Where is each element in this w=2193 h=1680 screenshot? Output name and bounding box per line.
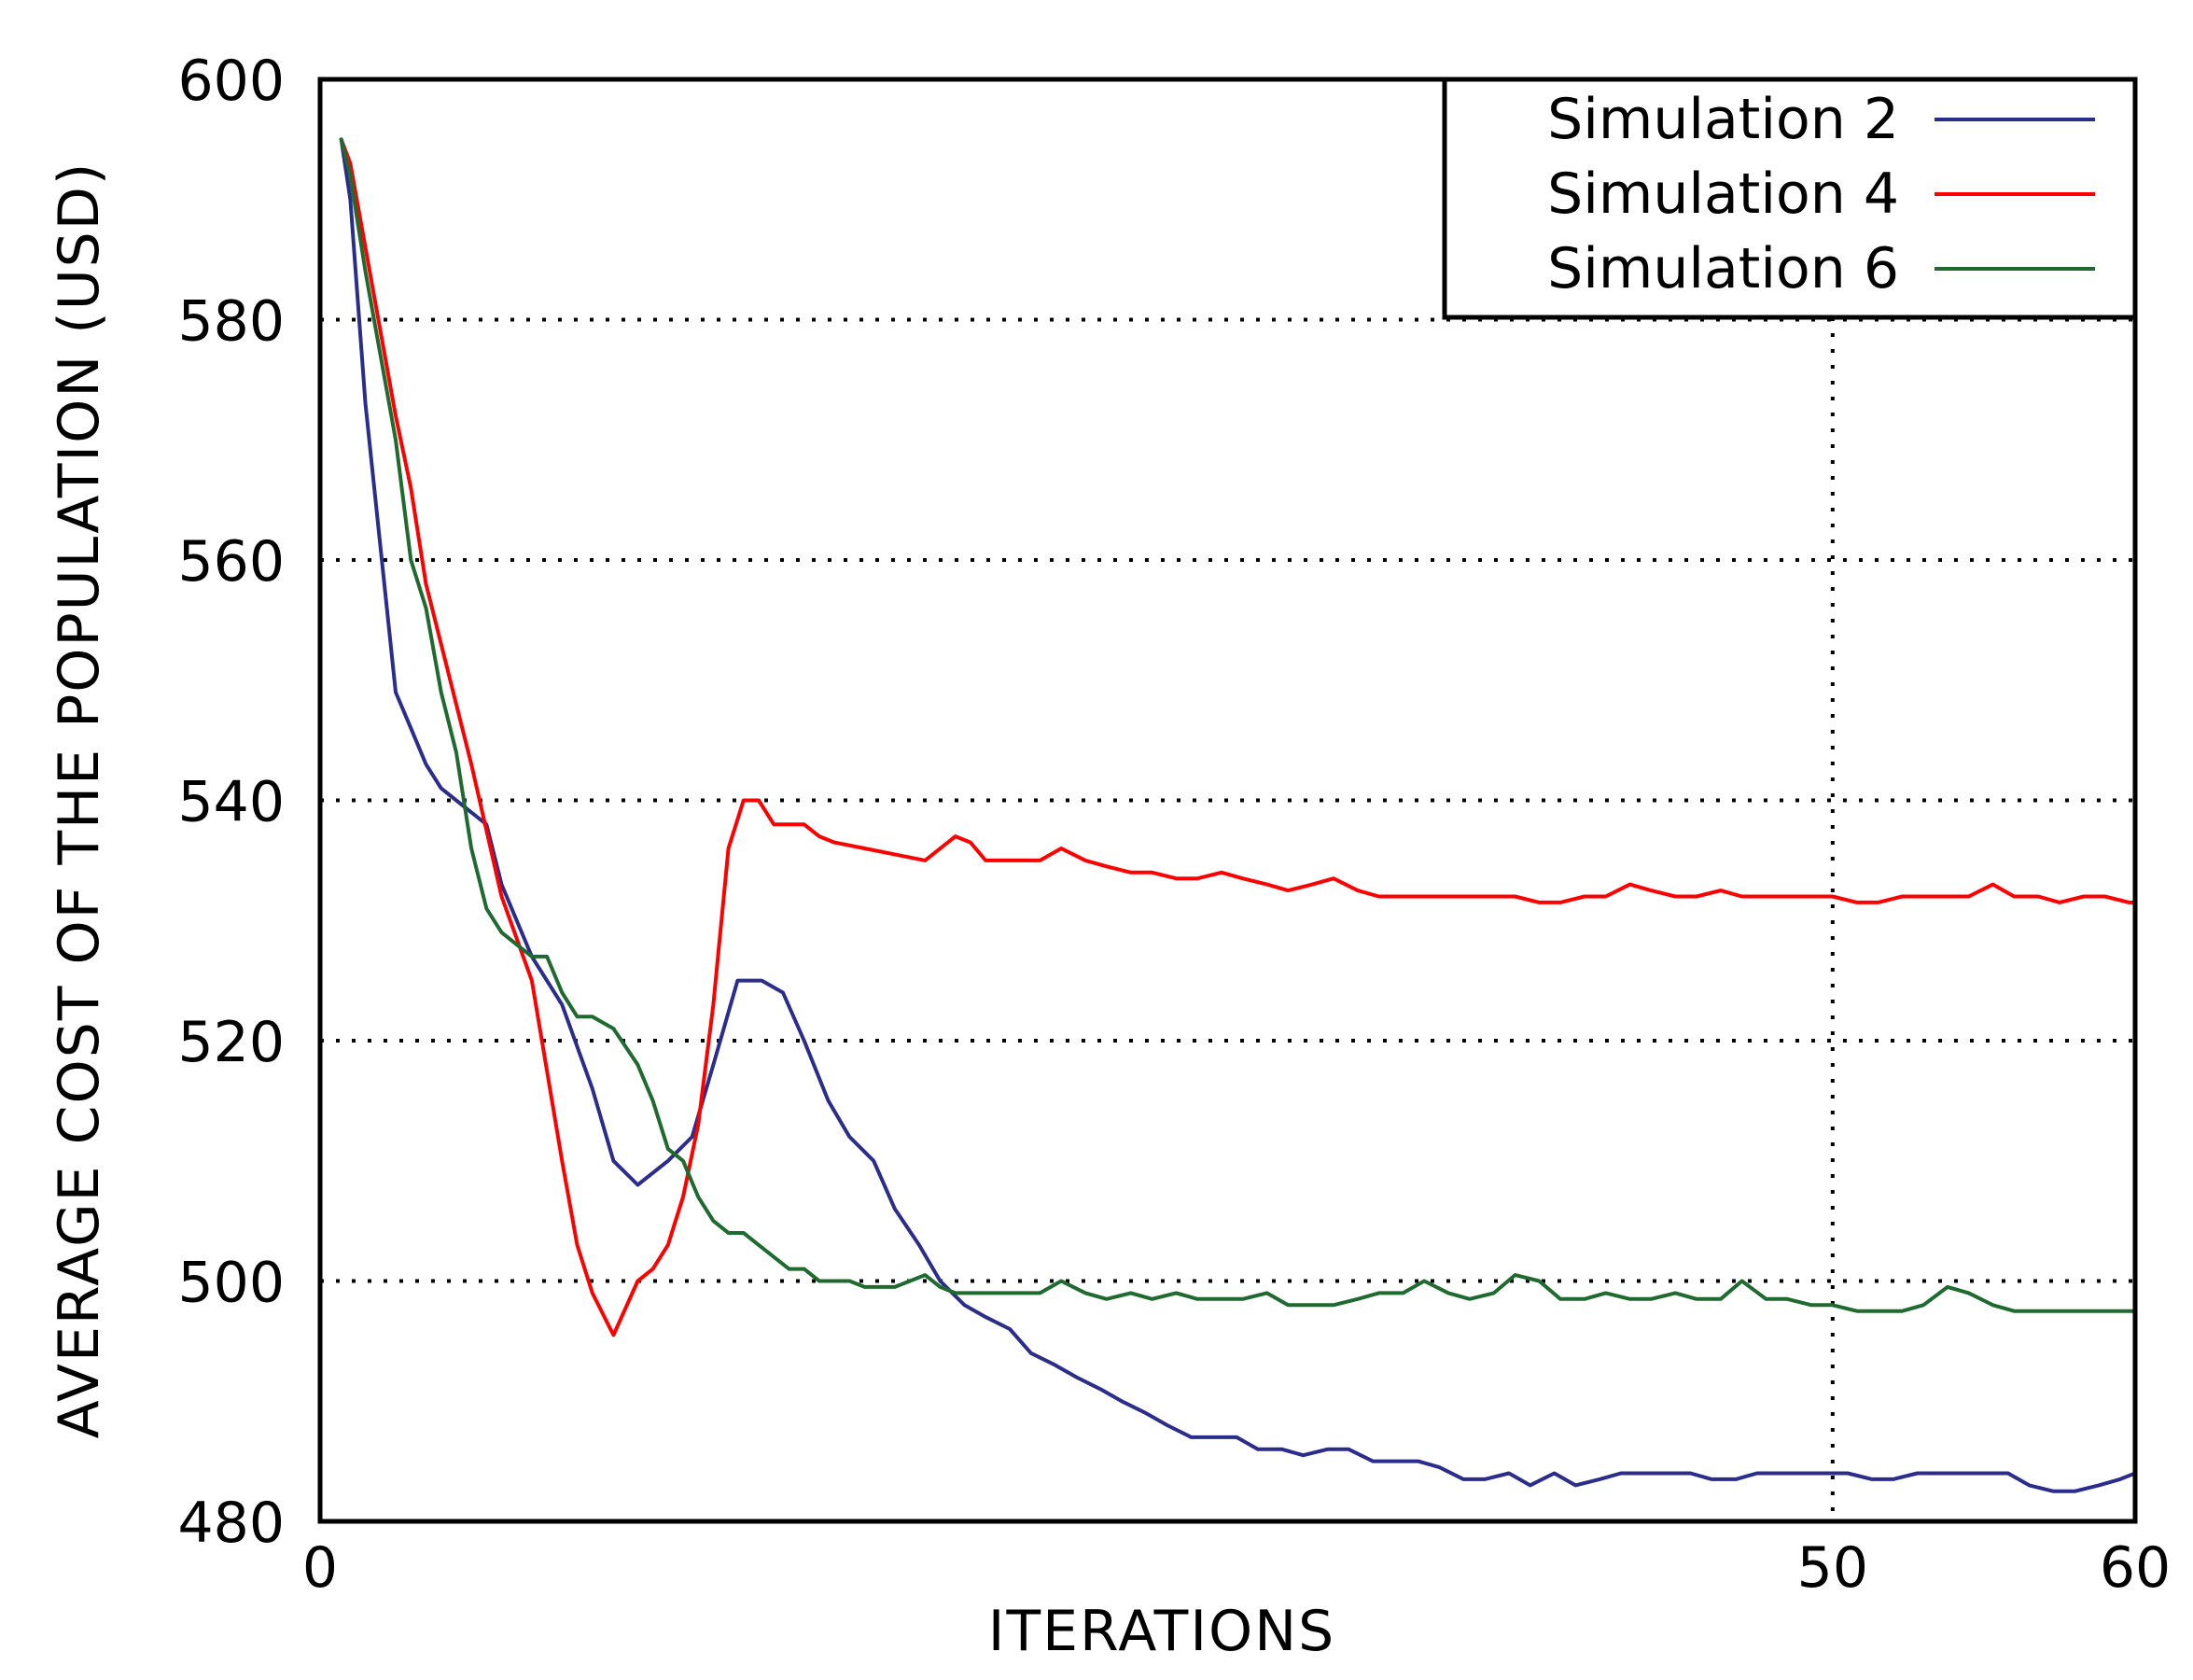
tick-labels: 480 500 520 540 560 580 600 0 50 60 [177,49,2171,1601]
x-tick-label-60: 60 [2100,1535,2171,1601]
series-line-simulation-4 [339,137,2137,1337]
series-line-simulation-6 [339,137,2137,1313]
x-tick-label-50: 50 [1797,1535,1868,1601]
series-lines [339,137,2137,1493]
x-tick-label-0: 0 [302,1535,338,1601]
y-tick-label-540: 540 [177,770,285,835]
x-axis-label: ITERATIONS [988,1599,1335,1664]
y-tick-label-520: 520 [177,1010,285,1075]
legend-label-sim2: Simulation 2 [1547,87,1899,152]
y-tick-label-560: 560 [177,529,285,595]
legend-label-sim4: Simulation 4 [1547,161,1899,227]
legend-label-sim6: Simulation 6 [1547,236,1899,301]
plot-frame [317,77,2138,1524]
y-tick-label-580: 580 [177,289,285,355]
y-tick-label-480: 480 [177,1491,285,1556]
legend: Simulation 2 Simulation 4 Simulation 6 [1442,77,2138,320]
y-tick-label-500: 500 [177,1251,285,1316]
y-tick-label-600: 600 [177,49,285,114]
y-axis-label: AVERAGE COST OF THE POPULATION (USD) [47,161,112,1439]
series-line-simulation-2 [339,137,2137,1493]
